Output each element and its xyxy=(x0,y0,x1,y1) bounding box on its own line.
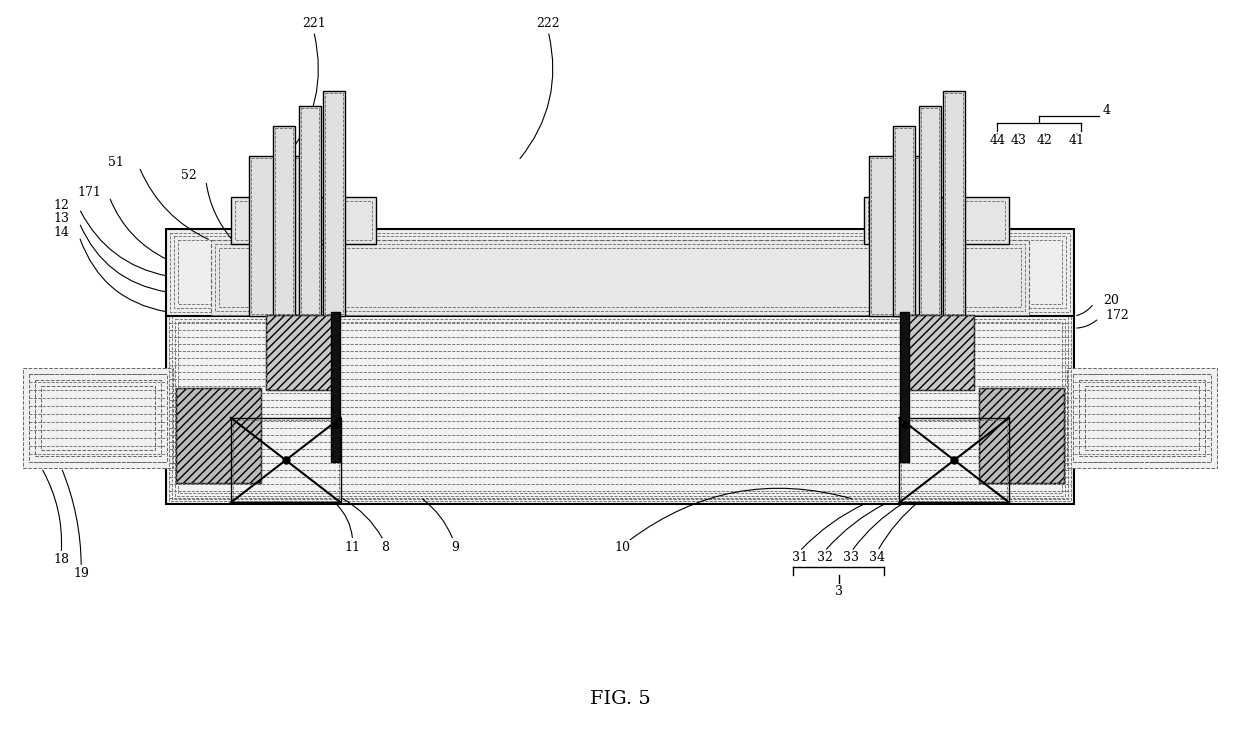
Bar xyxy=(179,322,1061,492)
Bar xyxy=(331,312,340,461)
Text: 221: 221 xyxy=(301,17,326,29)
Bar xyxy=(944,91,965,316)
Bar xyxy=(1079,380,1205,455)
Bar xyxy=(301,108,319,314)
Bar xyxy=(872,158,925,314)
Text: 41: 41 xyxy=(1069,134,1085,147)
Bar xyxy=(864,197,1009,245)
Text: 10: 10 xyxy=(614,541,630,553)
Text: 51: 51 xyxy=(108,156,124,170)
Bar xyxy=(30,374,167,461)
Bar xyxy=(273,126,295,316)
Bar xyxy=(1066,368,1216,467)
Bar xyxy=(231,418,341,503)
Bar xyxy=(893,126,915,316)
Text: FIG. 5: FIG. 5 xyxy=(590,690,650,708)
Text: 34: 34 xyxy=(869,551,885,564)
Bar xyxy=(250,158,305,314)
Bar xyxy=(265,315,336,390)
Bar xyxy=(179,240,1061,304)
Text: 32: 32 xyxy=(817,551,832,564)
Bar xyxy=(170,232,1070,312)
Bar xyxy=(166,310,1074,505)
Bar xyxy=(265,315,336,390)
Text: 3: 3 xyxy=(835,584,842,598)
Bar xyxy=(219,248,1021,307)
Bar xyxy=(1073,374,1210,461)
Bar xyxy=(869,156,928,316)
Bar xyxy=(980,388,1064,483)
Text: 33: 33 xyxy=(843,551,859,564)
Bar xyxy=(172,316,1068,498)
Bar xyxy=(176,388,260,483)
Bar xyxy=(899,418,1009,503)
Text: 14: 14 xyxy=(53,226,69,239)
Bar xyxy=(1085,386,1199,450)
Bar xyxy=(299,106,321,316)
Bar xyxy=(166,228,1074,316)
Bar xyxy=(41,386,155,450)
Bar xyxy=(169,313,1071,501)
Bar xyxy=(921,108,939,314)
Text: 18: 18 xyxy=(53,553,69,566)
Text: 8: 8 xyxy=(382,541,389,553)
Text: 31: 31 xyxy=(791,551,807,564)
Bar xyxy=(234,200,372,240)
Bar xyxy=(325,93,342,314)
Text: 4: 4 xyxy=(1102,105,1111,117)
Bar xyxy=(900,312,909,461)
Text: 52: 52 xyxy=(181,170,197,182)
Bar xyxy=(275,128,293,314)
Text: 222: 222 xyxy=(537,17,560,29)
Text: 171: 171 xyxy=(77,186,102,199)
Bar xyxy=(174,237,1066,308)
Bar xyxy=(231,197,376,245)
Bar xyxy=(211,240,1029,315)
Bar xyxy=(249,156,306,316)
Bar xyxy=(215,245,1025,311)
Bar xyxy=(901,420,1007,500)
Bar xyxy=(24,368,174,467)
Bar xyxy=(176,388,260,483)
Text: 9: 9 xyxy=(451,541,459,553)
Text: 20: 20 xyxy=(1102,294,1118,307)
Bar xyxy=(868,200,1006,240)
Text: 172: 172 xyxy=(1105,309,1128,322)
Text: 44: 44 xyxy=(990,134,1006,147)
Bar xyxy=(904,315,975,390)
Text: 13: 13 xyxy=(53,212,69,225)
Bar xyxy=(35,380,161,455)
Bar xyxy=(919,106,941,316)
Bar xyxy=(945,93,963,314)
Bar xyxy=(904,315,975,390)
Text: 43: 43 xyxy=(1011,134,1027,147)
Bar xyxy=(233,420,339,500)
Bar xyxy=(322,91,345,316)
Bar xyxy=(175,319,1065,495)
Text: 19: 19 xyxy=(73,567,89,580)
Text: 42: 42 xyxy=(1037,134,1053,147)
Bar xyxy=(980,388,1064,483)
Text: 12: 12 xyxy=(53,199,69,212)
Text: 11: 11 xyxy=(345,541,361,553)
Bar xyxy=(895,128,914,314)
